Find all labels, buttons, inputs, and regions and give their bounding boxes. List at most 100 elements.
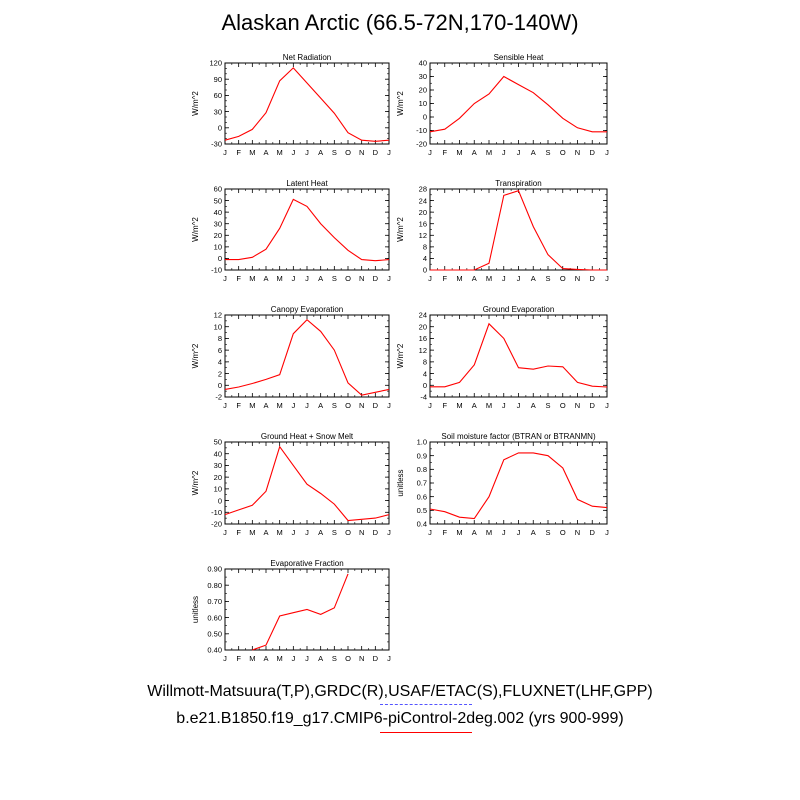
x-tick-label: J — [387, 401, 391, 410]
y-tick-label: 20 — [419, 86, 427, 95]
y-tick-label: 1.0 — [417, 438, 427, 447]
x-tick-label: A — [531, 148, 536, 157]
x-tick-label: J — [605, 528, 609, 537]
x-tick-label: S — [545, 274, 550, 283]
y-tick-label: 10 — [419, 99, 427, 108]
x-tick-label: M — [486, 401, 492, 410]
x-tick-label: M — [249, 654, 255, 663]
panel-title: Net Radiation — [283, 53, 331, 62]
x-tick-label: F — [236, 148, 241, 157]
series-line — [430, 190, 607, 271]
panel-title: Ground Heat + Snow Melt — [261, 432, 354, 441]
x-tick-label: N — [359, 528, 364, 537]
y-tick-label: 0.90 — [207, 565, 222, 574]
x-tick-label: J — [291, 401, 295, 410]
y-tick-label: -4 — [420, 393, 427, 402]
x-tick-label: J — [605, 274, 609, 283]
y-tick-label: 4 — [423, 254, 427, 263]
y-tick-label: 2 — [218, 369, 222, 378]
y-tick-label: -20 — [416, 140, 427, 149]
x-tick-label: J — [502, 528, 506, 537]
y-tick-label: 0 — [218, 381, 222, 390]
x-tick-label: O — [560, 148, 566, 157]
y-tick-label: 0.4 — [417, 520, 427, 529]
y-tick-label: 60 — [214, 91, 222, 100]
y-tick-label: 0.60 — [207, 613, 222, 622]
obs-legend-swatch — [380, 704, 472, 705]
y-tick-label: 60 — [214, 185, 222, 194]
x-tick-label: J — [291, 148, 295, 157]
y-tick-label: 30 — [214, 107, 222, 116]
x-tick-label: F — [442, 401, 447, 410]
x-tick-label: N — [575, 148, 580, 157]
y-tick-label: 40 — [214, 208, 222, 217]
x-tick-label: N — [359, 654, 364, 663]
x-tick-label: J — [305, 148, 309, 157]
series-line — [429, 452, 608, 520]
y-tick-label: 16 — [419, 334, 427, 343]
x-tick-label: A — [472, 528, 477, 537]
y-tick-label: 20 — [419, 208, 427, 217]
panel-title: Sensible Heat — [494, 53, 545, 62]
x-tick-label: J — [387, 654, 391, 663]
panel-title: Latent Heat — [286, 179, 328, 188]
x-tick-label: N — [575, 274, 580, 283]
x-tick-label: F — [236, 274, 241, 283]
x-tick-label: A — [263, 148, 268, 157]
y-tick-label: 0.6 — [417, 492, 427, 501]
y-axis-label: W/m^2 — [396, 217, 405, 242]
x-tick-label: F — [442, 274, 447, 283]
x-tick-label: A — [531, 528, 536, 537]
x-tick-label: M — [277, 274, 283, 283]
x-tick-label: O — [345, 148, 351, 157]
x-tick-label: N — [575, 528, 580, 537]
x-tick-label: M — [456, 528, 462, 537]
x-tick-label: J — [517, 148, 521, 157]
y-tick-label: 50 — [214, 438, 222, 447]
x-tick-label: S — [545, 148, 550, 157]
y-tick-label: 12 — [214, 311, 222, 320]
series-line — [224, 318, 390, 396]
x-tick-label: A — [263, 654, 268, 663]
y-tick-label: 12 — [419, 231, 427, 240]
x-tick-label: F — [236, 401, 241, 410]
chart-panel-4 — [429, 188, 608, 271]
y-tick-label: 0 — [218, 124, 222, 133]
y-tick-label: 0.80 — [207, 581, 222, 590]
x-tick-label: J — [605, 401, 609, 410]
chart-panel-5 — [224, 314, 390, 398]
plot-frame — [224, 441, 390, 525]
chart-panel-6 — [429, 314, 608, 398]
chart-panel-7 — [224, 441, 390, 525]
y-tick-label: 0.9 — [417, 451, 427, 460]
y-tick-label: -10 — [211, 266, 222, 275]
x-tick-label: F — [442, 148, 447, 157]
panel-title: Transpiration — [495, 179, 541, 188]
y-tick-label: 12 — [419, 346, 427, 355]
x-tick-label: D — [590, 528, 596, 537]
x-tick-label: S — [332, 401, 337, 410]
panel-title: Evaporative Fraction — [270, 559, 343, 568]
plot-frame — [429, 188, 608, 271]
y-axis-label: W/m^2 — [191, 343, 200, 368]
y-tick-label: 40 — [419, 59, 427, 68]
x-tick-label: J — [291, 654, 295, 663]
x-tick-label: S — [545, 401, 550, 410]
y-tick-label: 0.40 — [207, 646, 222, 655]
x-tick-label: J — [305, 401, 309, 410]
x-tick-label: O — [345, 274, 351, 283]
x-tick-label: A — [318, 528, 323, 537]
x-tick-label: S — [332, 528, 337, 537]
y-tick-label: 8 — [218, 334, 222, 343]
x-tick-label: J — [223, 401, 227, 410]
x-tick-label: M — [456, 401, 462, 410]
y-tick-label: -10 — [416, 126, 427, 135]
plot-frame — [429, 314, 608, 398]
y-tick-label: 50 — [214, 196, 222, 205]
x-tick-label: D — [373, 148, 379, 157]
x-tick-label: M — [249, 401, 255, 410]
y-tick-label: 24 — [419, 196, 427, 205]
y-tick-label: -20 — [211, 520, 222, 529]
x-tick-label: D — [373, 401, 379, 410]
y-tick-label: 20 — [214, 473, 222, 482]
